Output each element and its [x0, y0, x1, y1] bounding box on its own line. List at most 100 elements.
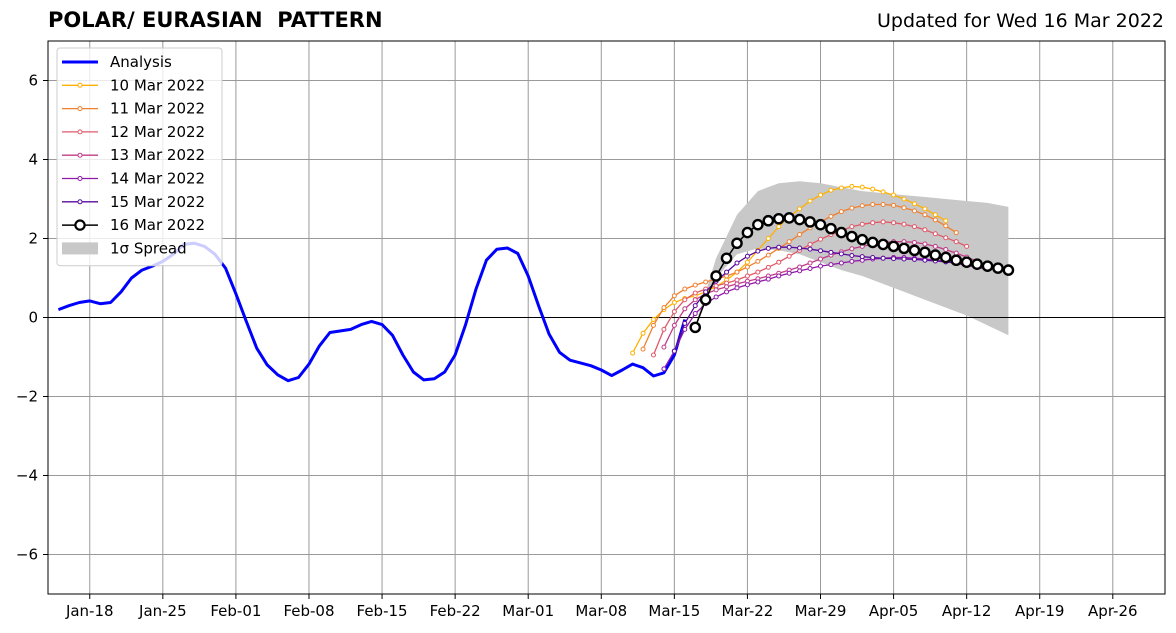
data-point: [818, 256, 824, 262]
legend-label: Analysis: [110, 53, 172, 71]
legend-item: Analysis: [62, 53, 172, 71]
x-tick-label: Feb-01: [210, 602, 261, 620]
legend-label: 11 Mar 2022: [110, 100, 205, 118]
legend-marker: [74, 219, 86, 231]
legend-label: 14 Mar 2022: [110, 170, 205, 188]
data-point: [650, 322, 656, 328]
data-point: [724, 289, 730, 295]
data-point: [828, 262, 834, 268]
data-point: [818, 236, 824, 242]
x-tick-label: Apr-19: [1015, 602, 1065, 620]
data-point: [713, 283, 719, 289]
data-point: [692, 303, 698, 309]
data-point: [692, 297, 698, 303]
legend-label: 15 Mar 2022: [110, 193, 205, 211]
data-point: [818, 192, 824, 198]
data-point: [786, 253, 792, 259]
data-point: [859, 203, 865, 209]
data-point: [734, 277, 740, 283]
data-point: [671, 322, 677, 328]
y-axis: −6 −4 −2 0 2 4 6: [16, 72, 48, 564]
data-point: [835, 226, 848, 239]
data-point: [849, 246, 855, 252]
data-point: [713, 294, 719, 300]
x-tick-label: Jan-25: [138, 602, 187, 620]
data-point: [1002, 264, 1015, 276]
series-16-mar-2022: [689, 212, 1015, 334]
data-point: [908, 244, 921, 257]
data-point: [713, 287, 719, 293]
data-point: [807, 246, 813, 252]
data-point: [932, 217, 938, 223]
data-point: [640, 330, 646, 336]
data-point: [692, 282, 698, 288]
data-point: [661, 305, 667, 311]
legend-marker: [77, 152, 83, 158]
data-point: [682, 320, 688, 326]
data-point: [922, 257, 928, 263]
data-point: [911, 224, 917, 230]
data-point: [804, 216, 816, 228]
data-point: [682, 306, 688, 312]
data-point: [901, 256, 907, 262]
data-point: [724, 269, 730, 275]
data-point: [828, 249, 834, 255]
y-tick-label: −6: [16, 546, 38, 564]
legend-label: 10 Mar 2022: [110, 76, 205, 94]
data-point: [797, 268, 803, 274]
data-point: [838, 209, 844, 215]
legend-item: 13 Mar 2022: [62, 146, 205, 164]
data-point: [797, 232, 803, 238]
data-point: [692, 311, 698, 317]
data-point: [849, 205, 855, 211]
data-point: [922, 212, 928, 218]
data-point: [950, 254, 963, 267]
data-point: [870, 254, 876, 260]
y-tick-label: −4: [16, 467, 38, 485]
data-point: [807, 241, 813, 247]
data-point: [661, 344, 667, 350]
data-point: [734, 260, 740, 266]
data-point: [755, 248, 761, 254]
legend: Analysis 10 Mar 2022 11 Mar 2022 12 Mar 202…: [56, 47, 223, 267]
x-tick-label: Mar-01: [502, 602, 554, 620]
data-point: [807, 266, 813, 272]
legend-label: 12 Mar 2022: [110, 123, 205, 141]
data-point: [703, 279, 709, 285]
data-point: [734, 269, 740, 275]
data-point: [838, 251, 844, 257]
data-point: [661, 366, 667, 372]
data-point: [752, 218, 764, 231]
data-point: [953, 239, 959, 245]
y-tick-label: −2: [16, 388, 38, 406]
x-axis: Jan-18 Jan-25 Feb-01 Feb-08 Feb-15 Feb-22 Mar-…: [65, 594, 1138, 620]
data-point: [734, 281, 740, 287]
data-point: [650, 316, 656, 322]
y-tick-label: 4: [28, 151, 38, 169]
data-point: [891, 192, 897, 198]
data-point: [891, 220, 897, 226]
legend-box: [56, 47, 223, 267]
data-point: [786, 270, 792, 276]
legend-item: 16 Mar 2022: [62, 216, 205, 234]
data-point: [661, 326, 667, 332]
data-point: [911, 201, 917, 207]
data-point: [786, 239, 792, 245]
legend-swatch: [62, 242, 98, 255]
data-point: [870, 186, 876, 192]
data-point: [964, 243, 970, 249]
data-point: [765, 264, 771, 270]
x-tick-label: Jan-18: [65, 602, 114, 620]
data-point: [692, 290, 698, 296]
data-point: [734, 285, 740, 291]
data-point: [720, 252, 733, 265]
chart-subtitle: Updated for Wed 16 Mar 2022: [877, 10, 1164, 32]
data-point: [682, 297, 688, 303]
data-point: [849, 224, 855, 230]
data-point: [650, 352, 656, 358]
data-point: [877, 238, 889, 251]
legend-label: 16 Mar 2022: [110, 216, 205, 234]
data-point: [671, 348, 677, 354]
data-point: [880, 202, 886, 208]
data-point: [807, 198, 813, 204]
